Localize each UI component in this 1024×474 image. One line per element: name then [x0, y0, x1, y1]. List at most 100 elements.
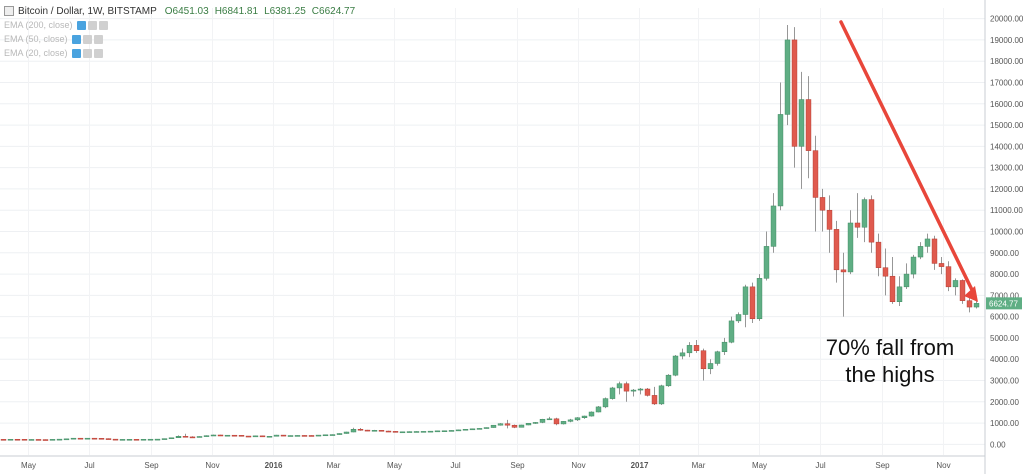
candle-body	[364, 429, 371, 432]
candle-body	[868, 199, 875, 243]
candle-body	[693, 345, 700, 351]
indicator-label: EMA (20, close)	[4, 48, 68, 58]
close-icon[interactable]	[98, 20, 108, 30]
series-title: Bitcoin / Dollar, 1W, BITSTAMP	[18, 5, 157, 17]
ohlc-close: C6624.77	[311, 5, 356, 17]
candle-body	[189, 436, 196, 439]
candle-body	[707, 363, 714, 370]
indicator-line-ema20[interactable]: EMA (20, close)	[4, 46, 361, 60]
candle-body	[469, 428, 476, 431]
candle-body	[371, 430, 378, 432]
ohlc-open: O6451.03	[164, 5, 209, 17]
close-icon[interactable]	[93, 34, 103, 44]
ohlc-low: L6381.25	[264, 5, 306, 17]
candle-body	[630, 389, 637, 392]
candle-body	[84, 437, 91, 440]
candle-body	[875, 241, 882, 268]
y-tick-label: 15000.00	[990, 121, 1024, 130]
x-tick-label: Mar	[327, 461, 341, 470]
candle-body	[616, 383, 623, 389]
candle-body	[119, 439, 126, 441]
y-tick-label: 16000.00	[990, 100, 1024, 109]
candle-body	[399, 431, 406, 434]
candle-body	[511, 424, 518, 428]
candle-body	[42, 439, 49, 441]
candle-body	[357, 428, 364, 431]
candle-body	[0, 439, 7, 441]
annotation-line-1: 70% fall from	[825, 335, 955, 360]
candle-body	[280, 434, 287, 437]
candle-body	[196, 436, 203, 438]
candle-body	[924, 238, 931, 247]
candle-body	[98, 438, 105, 440]
ohlc-high: H6841.81	[214, 5, 259, 17]
candle-body	[245, 435, 252, 438]
x-tick-label: Nov	[936, 461, 950, 470]
settings-icon[interactable]	[87, 20, 97, 30]
candle-body	[168, 437, 175, 440]
candle-body	[938, 263, 945, 267]
x-tick-label: Sep	[510, 461, 525, 470]
candle-body	[448, 430, 455, 432]
candle-body	[721, 341, 728, 353]
candle-body	[350, 428, 357, 433]
candle-body	[672, 355, 679, 376]
candle-body	[651, 395, 658, 405]
candle-body	[112, 438, 119, 441]
indicator-line-ema50[interactable]: EMA (50, close)	[4, 32, 361, 46]
candle-body	[952, 280, 959, 288]
candle-body	[896, 286, 903, 302]
series-legend-line: Bitcoin / Dollar, 1W, BITSTAMP O6451.03 …	[4, 4, 361, 18]
x-tick-label: Jul	[450, 461, 460, 470]
candle-body	[840, 269, 847, 273]
candle-body	[217, 434, 224, 437]
candle-body	[14, 438, 21, 441]
candle-body	[455, 429, 462, 432]
candle-body	[588, 411, 595, 417]
candle-body	[308, 435, 315, 437]
candle-body	[945, 266, 952, 288]
collapse-icon[interactable]	[4, 6, 14, 16]
candle-body	[539, 418, 546, 423]
candle-body	[637, 388, 644, 391]
candle-body	[21, 439, 28, 441]
candle-body	[889, 275, 896, 302]
eye-icon[interactable]	[76, 20, 86, 30]
close-icon[interactable]	[93, 48, 103, 58]
candle-body	[973, 303, 980, 308]
candle-body	[273, 434, 280, 437]
x-tick-label: 2016	[265, 461, 283, 470]
candle-body	[525, 423, 532, 426]
settings-icon[interactable]	[82, 48, 92, 58]
indicator-label: EMA (200, close)	[4, 20, 73, 30]
candle-body	[504, 423, 511, 426]
indicator-line-ema200[interactable]: EMA (200, close)	[4, 18, 361, 32]
candle-body	[567, 419, 574, 422]
candle-body	[266, 436, 273, 438]
candle-body	[406, 431, 413, 433]
y-tick-label: 13000.00	[990, 164, 1024, 173]
candle-body	[658, 385, 665, 405]
eye-icon[interactable]	[71, 48, 81, 58]
candle-body	[427, 430, 434, 433]
candle-body	[301, 435, 308, 437]
settings-icon[interactable]	[82, 34, 92, 44]
candle-body	[756, 278, 763, 320]
candle-body	[224, 434, 231, 437]
y-tick-label: 5000.00	[990, 334, 1019, 343]
candle-body	[392, 431, 399, 433]
candle-body	[182, 436, 189, 438]
candle-body	[812, 150, 819, 198]
last-price-label: 6624.77	[989, 299, 1018, 308]
candle-body	[833, 229, 840, 271]
candle-body	[315, 434, 322, 437]
candle-body	[252, 435, 259, 438]
candle-body	[420, 431, 427, 433]
eye-icon[interactable]	[71, 34, 81, 44]
candle-body	[35, 439, 42, 441]
annotation-line-2: the highs	[845, 362, 935, 387]
candle-body	[679, 352, 686, 357]
